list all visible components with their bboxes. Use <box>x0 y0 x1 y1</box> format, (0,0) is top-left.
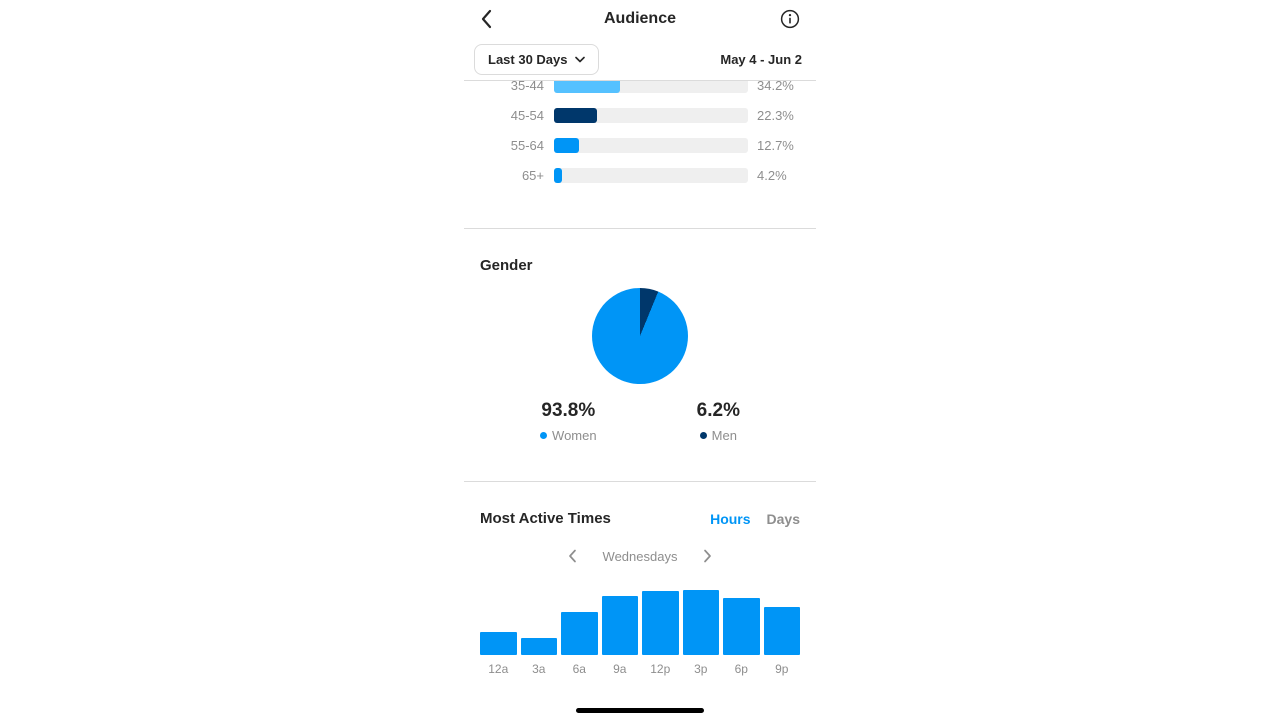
age-bar-track <box>554 137 748 153</box>
women-legend-label: Women <box>552 428 597 443</box>
hour-label: 3a <box>532 662 546 676</box>
most-active-times-section: Most Active Times Hours Days Wednesdays 1… <box>464 482 816 676</box>
hour-label: 12p <box>650 662 671 676</box>
men-legend: Men <box>697 428 740 443</box>
divider <box>464 228 816 229</box>
age-bar-fill <box>554 137 579 153</box>
home-indicator[interactable] <box>576 708 704 713</box>
day-label: Wednesdays <box>602 548 678 564</box>
hour-bar-3p[interactable] <box>682 590 719 655</box>
age-bar-fill <box>554 107 598 123</box>
hour-bar-6p[interactable] <box>723 598 760 655</box>
gender-stat-men: 6.2% Men <box>697 400 740 443</box>
age-range-label: 35-44 <box>510 81 544 93</box>
age-percent-value: 12.7% <box>757 137 794 153</box>
info-icon <box>780 9 800 29</box>
info-button[interactable] <box>780 9 800 29</box>
audience-screen: Audience Last 30 Days May 4 - Jun 2 35-4… <box>464 0 816 720</box>
hour-bar-3a[interactable] <box>520 638 557 655</box>
age-range-label: 65+ <box>521 167 544 183</box>
hour-label: 12a <box>488 662 509 676</box>
hour-bar-9p[interactable] <box>763 607 800 655</box>
hour-label: 3p <box>694 662 708 676</box>
date-range-text: May 4 - Jun 2 <box>720 51 802 67</box>
hour-bar-12p[interactable] <box>642 591 679 655</box>
top-bar: Audience <box>464 0 816 38</box>
page-title: Audience <box>603 10 676 27</box>
tab-days[interactable]: Days <box>766 510 800 527</box>
age-percent-value: 34.2% <box>757 81 794 93</box>
women-legend: Women <box>540 428 597 443</box>
hour-bar-12a[interactable] <box>480 632 517 655</box>
day-navigator: Wednesdays <box>480 547 800 565</box>
next-day-button[interactable] <box>701 547 714 565</box>
hours-bar-chart: 12a 3a 6a 9a 12p 3p 6p 9p <box>480 589 800 676</box>
date-range-dropdown[interactable]: Last 30 Days <box>474 43 599 75</box>
most-active-times-title: Most Active Times <box>480 510 611 527</box>
age-bar-track <box>554 167 748 183</box>
gender-stats: 93.8% Women 6.2% Men <box>480 400 800 443</box>
men-percent: 6.2% <box>696 400 740 421</box>
hour-label: 9a <box>613 662 627 676</box>
age-bar-track <box>554 107 748 123</box>
filter-bar: Last 30 Days May 4 - Jun 2 <box>464 38 816 80</box>
age-row: 35-44 34.2% <box>464 81 816 100</box>
hour-label: 6a <box>572 662 586 676</box>
active-times-tabs: Hours Days <box>710 511 800 527</box>
men-legend-label: Men <box>711 428 737 443</box>
gender-section-title: Gender <box>480 257 533 274</box>
gender-pie-chart <box>592 288 688 384</box>
age-percent-value: 22.3% <box>757 107 794 123</box>
hour-bar-9a[interactable] <box>601 596 638 655</box>
prev-day-button[interactable] <box>566 547 579 565</box>
men-legend-dot <box>699 432 707 439</box>
gender-section: Gender 93.8% Women 6.2% Men <box>464 229 816 443</box>
hours-bars <box>480 589 800 655</box>
hours-labels: 12a 3a 6a 9a 12p 3p 6p 9p <box>480 662 800 676</box>
age-row: 65+ 4.2% <box>464 160 816 190</box>
age-range-label: 55-64 <box>510 137 544 153</box>
age-percent-value: 4.2% <box>757 167 787 183</box>
women-percent: 93.8% <box>541 400 596 421</box>
hour-bar-6a[interactable] <box>561 612 598 655</box>
tab-hours[interactable]: Hours <box>710 510 751 527</box>
date-range-dropdown-label: Last 30 Days <box>488 51 568 67</box>
age-bar-fill <box>554 81 621 93</box>
back-button[interactable] <box>480 9 494 29</box>
age-row: 45-54 22.3% <box>464 100 816 130</box>
age-range-label: 45-54 <box>510 107 544 123</box>
age-chart: 35-44 34.2% 45-54 22.3% 55-64 12.7% 65+ 4.2% <box>464 81 816 190</box>
gender-stat-women: 93.8% Women <box>540 400 597 443</box>
women-legend-dot <box>540 432 548 439</box>
age-bar-fill <box>554 167 563 183</box>
chevron-right-icon <box>703 549 712 563</box>
most-active-times-header: Most Active Times Hours Days <box>480 510 800 527</box>
hour-label: 6p <box>734 662 748 676</box>
hour-label: 9p <box>775 662 789 676</box>
chevron-down-icon <box>574 56 585 63</box>
age-bar-track <box>554 81 748 93</box>
age-chart-rows: 35-44 34.2% 45-54 22.3% 55-64 12.7% 65+ 4.2% <box>464 81 816 190</box>
chevron-left-icon <box>480 9 494 29</box>
divider <box>464 80 816 81</box>
chevron-left-icon <box>568 549 577 563</box>
age-row: 55-64 12.7% <box>464 130 816 160</box>
divider <box>464 481 816 482</box>
